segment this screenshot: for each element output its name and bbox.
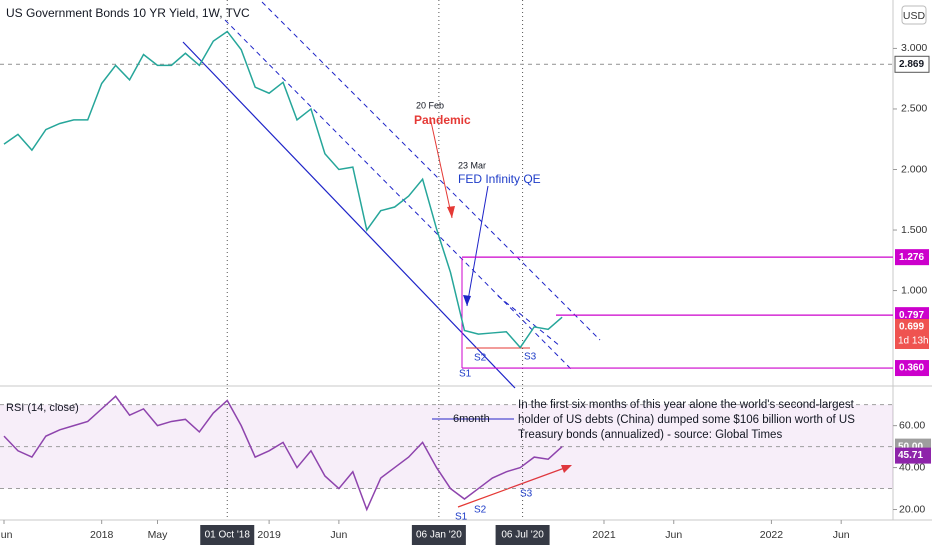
marker-box (411, 525, 466, 545)
chart-title: US Government Bonds 10 YR Yield, 1W, TVC (6, 6, 250, 20)
marker-box (495, 525, 550, 545)
y-tick-label: 2.500 (901, 103, 927, 115)
annotation: Pandemic (414, 113, 471, 127)
annotation: 6month (453, 413, 490, 425)
support-label: S3 (520, 489, 533, 500)
note-line: In the first six months of this year alo… (518, 399, 855, 411)
trend-arrow (457, 465, 571, 508)
support-label: S1 (459, 369, 472, 380)
level-label: 2.869 (899, 59, 924, 70)
rsi-pane (0, 386, 893, 520)
x-tick-label: Jun (665, 529, 682, 541)
annotation-date: 20 Feb (416, 100, 444, 110)
y-tick-label: 3.000 (901, 42, 927, 54)
countdown: 1d 13h (898, 336, 929, 347)
value-label: 50.00 (898, 441, 923, 452)
level-label: 1.276 (899, 252, 924, 263)
level-box (894, 55, 930, 73)
support-label: S2 (474, 353, 487, 364)
value-box (895, 447, 931, 464)
y-tick-label: 60.00 (899, 419, 925, 431)
level-label: 0.797 (899, 310, 924, 321)
annotation-date: 23 Mar (458, 160, 486, 170)
y-tick-label: 40.00 (899, 461, 925, 473)
arrowhead (447, 206, 455, 218)
level-box (895, 360, 929, 377)
note-line: Treasury bonds (annualized) - source: Gl… (518, 429, 782, 441)
marker-label: 06 Jul '20 (501, 530, 544, 541)
x-tick-label: 2018 (90, 529, 114, 541)
note-line: holder of US debts (China) dumped some $… (518, 414, 855, 426)
arrow (429, 116, 453, 219)
channel-line (224, 19, 573, 371)
last-price-box (895, 319, 929, 350)
x-tick-label: 2019 (257, 529, 281, 541)
y-tick-label: 1.000 (901, 284, 927, 296)
level-label: 0.360 (899, 363, 924, 374)
channel-line (261, 1, 601, 341)
arrow (466, 185, 489, 307)
rsi-title: RSI (14, close) (6, 402, 79, 414)
support-label: S1 (455, 512, 468, 523)
y-tick-label: 2.000 (901, 163, 927, 175)
annotation: FED Infinity QE (458, 172, 541, 186)
y-tick-label: 20.00 (899, 503, 925, 515)
x-tick-label: Jun (833, 529, 850, 541)
series-line (3, 30, 563, 349)
y-tick-label: 1.500 (901, 224, 927, 236)
x-tick-label: May (148, 529, 169, 541)
x-tick-label: Jun (330, 529, 347, 541)
series-line (3, 395, 563, 512)
channel-line (182, 41, 516, 389)
currency[interactable]: USD (903, 10, 926, 22)
value-label: 45.71 (898, 450, 923, 461)
x-tick-label: 2021 (592, 529, 616, 541)
level-box (895, 249, 929, 266)
arrowhead (561, 465, 572, 473)
x-tick-label: Jun (0, 529, 13, 541)
marker-label: 06 Jan '20 (416, 530, 462, 541)
arrowhead (463, 295, 471, 306)
last-price-label: 0.699 (899, 322, 924, 333)
support-label: S2 (474, 505, 487, 516)
currency-button[interactable] (901, 5, 927, 25)
channel-line (497, 295, 561, 347)
marker-box (200, 525, 255, 545)
marker-label: 01 Oct '18 (205, 530, 251, 541)
drawings (0, 0, 893, 520)
x-tick-label: 2022 (760, 529, 784, 541)
support-label: S3 (524, 352, 537, 363)
